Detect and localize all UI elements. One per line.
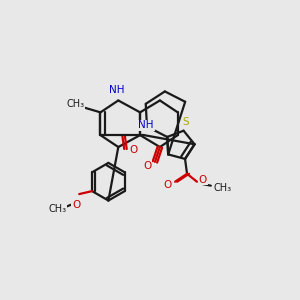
Text: CH₃: CH₃ [48,204,67,214]
Text: O: O [129,145,137,155]
Text: CH₃: CH₃ [67,99,85,110]
Text: CH₃: CH₃ [214,183,232,193]
Text: O: O [163,180,171,190]
Text: O: O [72,200,80,210]
Text: NH: NH [138,120,154,130]
Text: S: S [182,117,189,127]
Text: O: O [199,175,207,185]
Text: O: O [143,161,151,171]
Text: NH: NH [109,85,124,94]
